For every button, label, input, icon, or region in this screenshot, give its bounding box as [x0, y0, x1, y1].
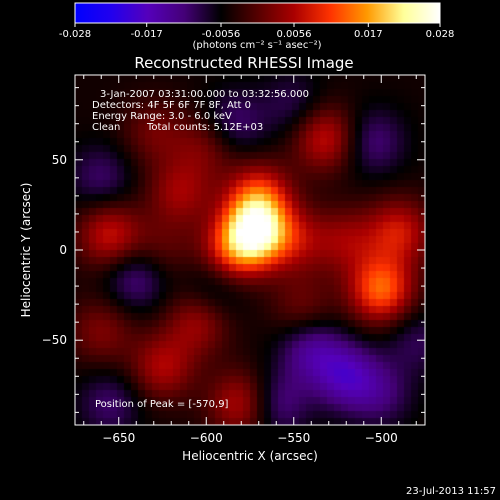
colorbar-units: (photons cm⁻² s⁻¹ asec⁻²) [192, 40, 321, 51]
y-axis-label: Heliocentric Y (arcsec) [19, 183, 33, 318]
time-range-text: 3-Jan-2007 03:31:00.000 to 03:32:56.000 [100, 89, 309, 100]
colorbar-strip [74, 2, 441, 24]
colorbar-tick-label: -0.0056 [202, 29, 241, 40]
x-tick-label: −500 [365, 431, 398, 445]
x-tick-label: −650 [102, 431, 135, 445]
chart-title: Reconstructed RHESSI Image [134, 54, 353, 72]
footer-date: 23-Jul-2013 11:57 [406, 486, 496, 497]
colorbar-tick-label: 0.0056 [277, 29, 312, 40]
peak-position-text: Position of Peak = [-570,9] [95, 399, 229, 410]
heatmap-image [75, 75, 425, 425]
x-tick-label: −550 [277, 431, 310, 445]
x-axis-label: Heliocentric X (arcsec) [182, 449, 318, 463]
axis-ticks: −650 −600 −550 −500 50 0 −50 [42, 75, 425, 445]
x-tick-label: −600 [190, 431, 223, 445]
colorbar: -0.028 -0.017 -0.0056 0.0056 0.017 0.028 (pho… [59, 2, 454, 51]
colorbar-tick-label: 0.028 [426, 29, 455, 40]
colorbar-tick-label: -0.017 [131, 29, 163, 40]
colorbar-tick-label: 0.017 [354, 29, 383, 40]
detectors-text: Detectors: 4F 5F 6F 7F 8F, Att 0 [92, 100, 251, 111]
energy-range-text: Energy Range: 3.0 - 6.0 keV [92, 111, 232, 122]
total-counts-text: Total counts: 5.12E+03 [146, 122, 263, 133]
y-tick-label: 50 [52, 153, 67, 167]
algorithm-text: Clean [92, 122, 120, 133]
y-tick-label: −50 [42, 333, 67, 347]
colorbar-ticks: -0.028 -0.017 -0.0056 0.0056 0.017 0.028 [59, 23, 454, 40]
annotation-block: 3-Jan-2007 03:31:00.000 to 03:32:56.000 … [92, 89, 309, 410]
plot-area: −650 −600 −550 −500 50 0 −50 [42, 74, 426, 445]
colorbar-tick-label: -0.028 [59, 29, 91, 40]
y-tick-label: 0 [59, 243, 67, 257]
